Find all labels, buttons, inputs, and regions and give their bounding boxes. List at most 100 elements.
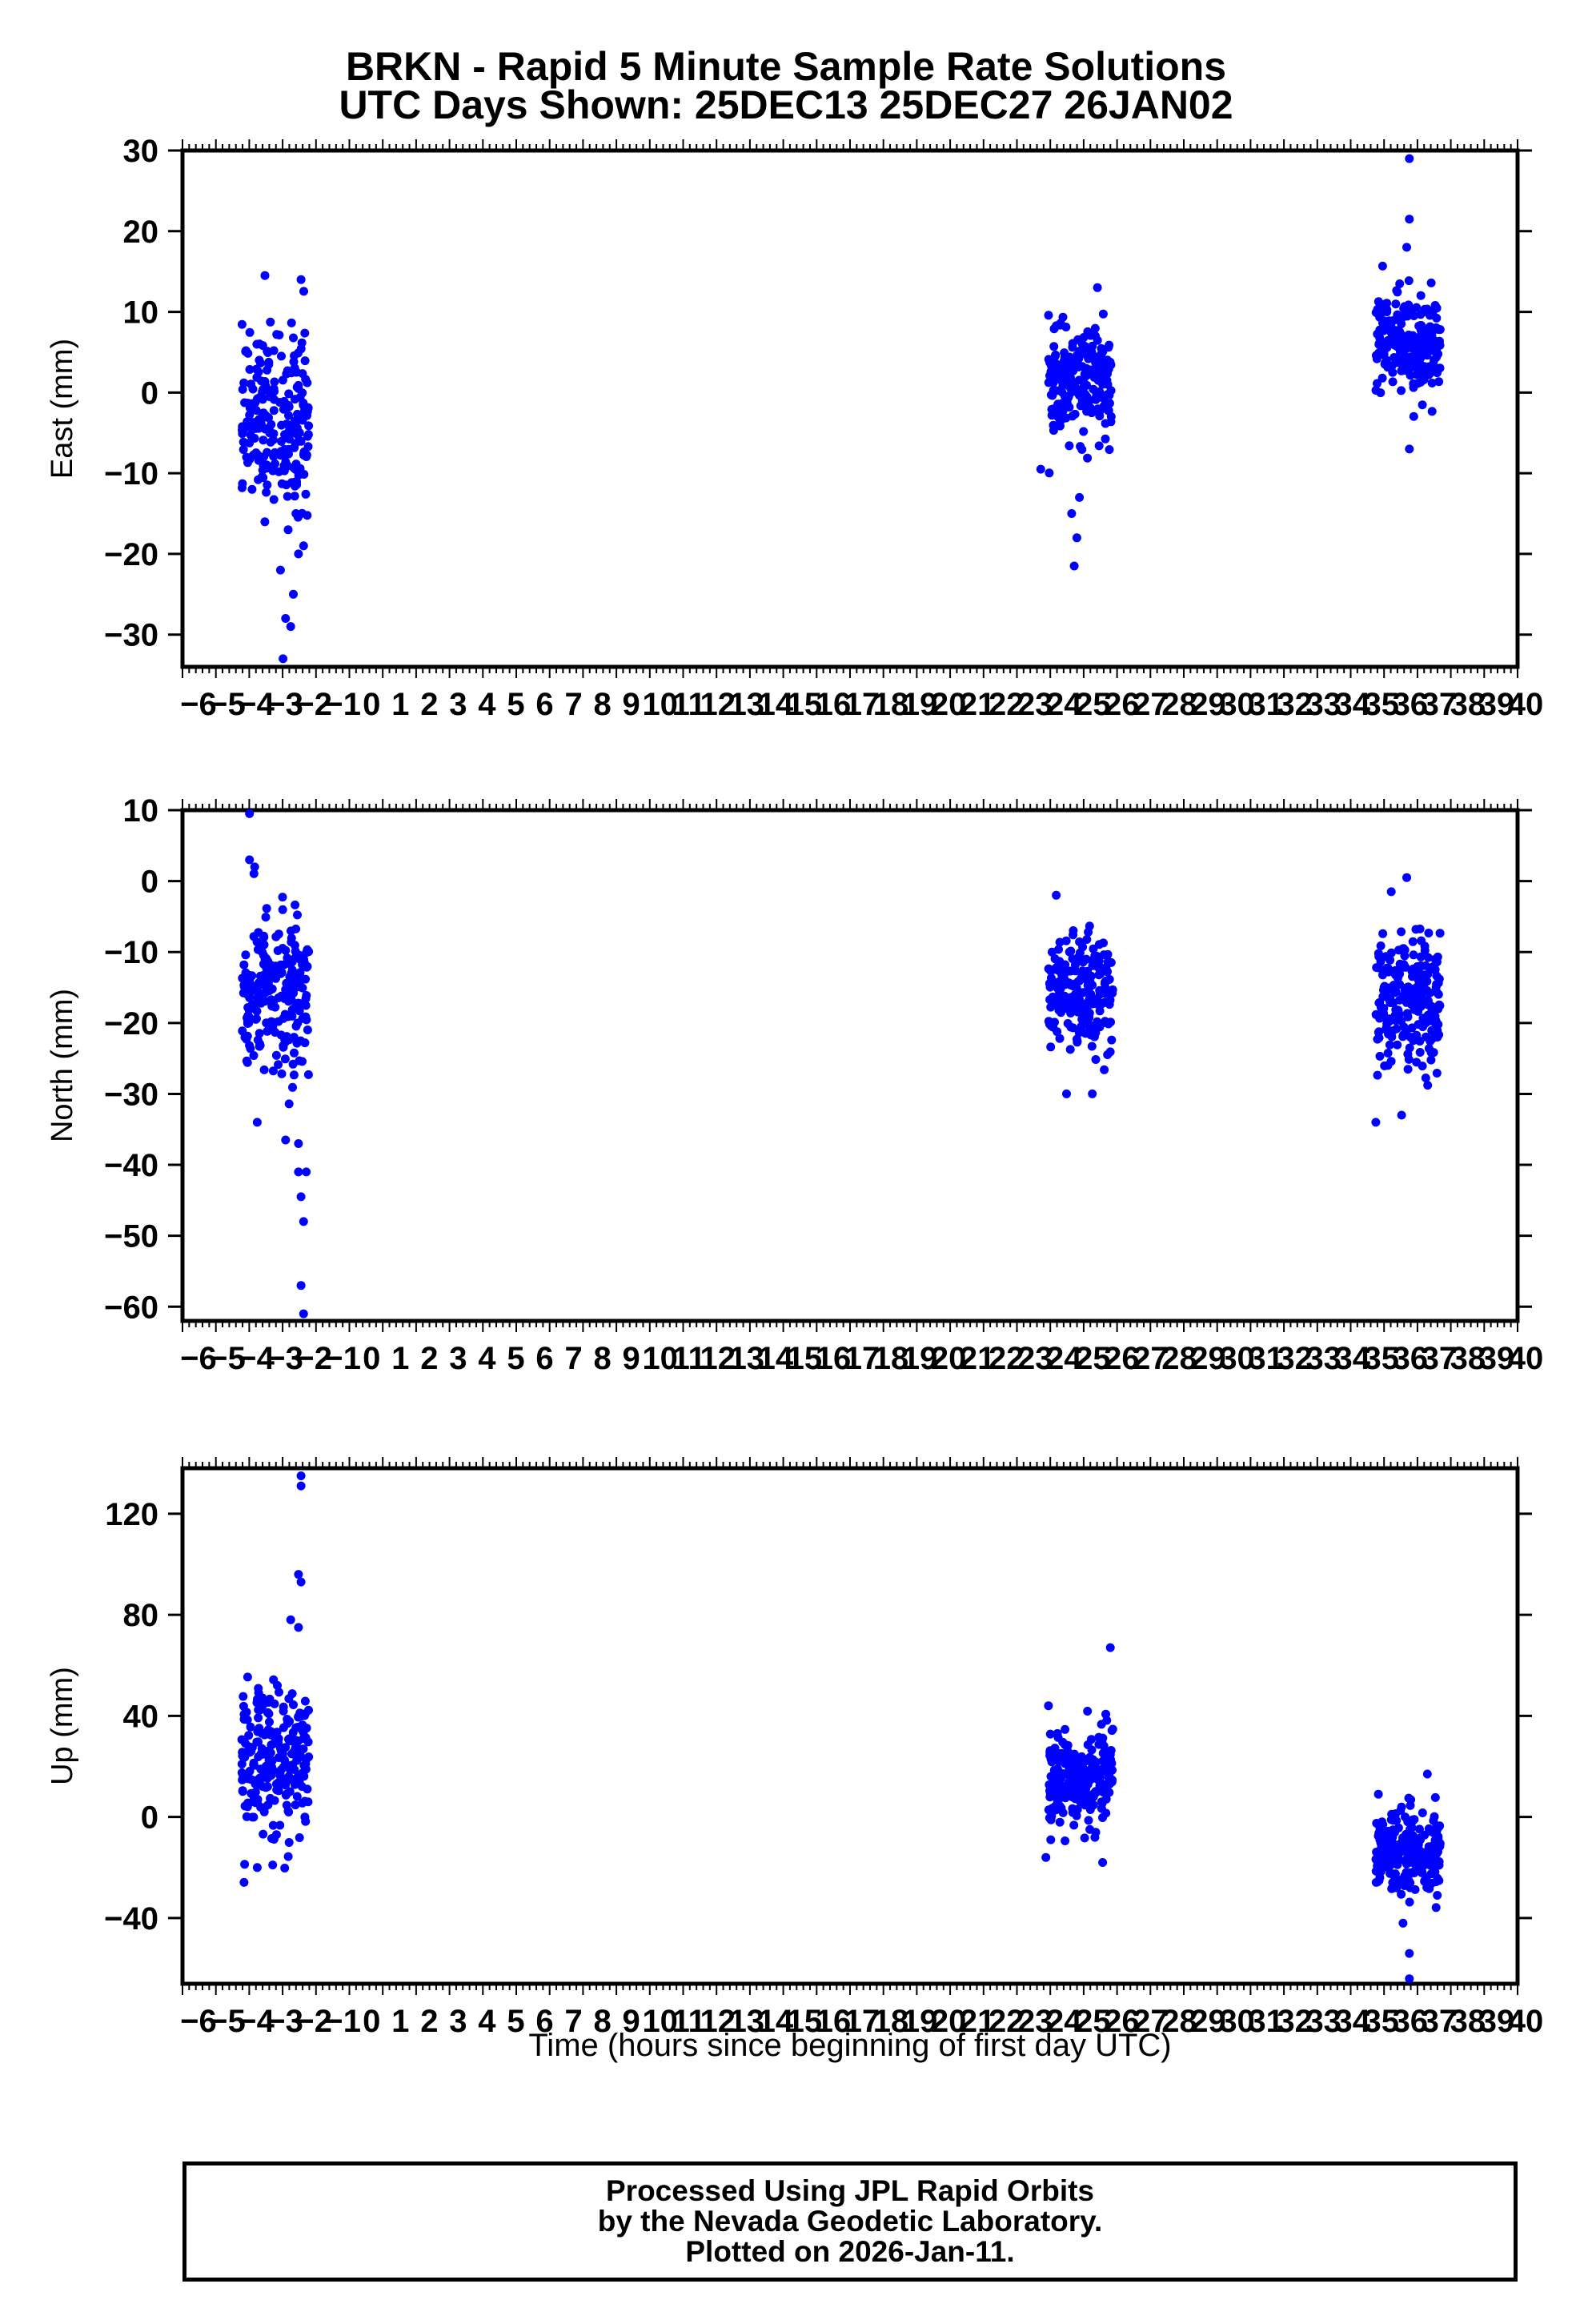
data-point — [1373, 1070, 1382, 1080]
x-tick-label: 19 — [902, 1341, 938, 1376]
data-point — [242, 1034, 251, 1044]
data-point — [1052, 1000, 1061, 1009]
data-point — [284, 1808, 294, 1816]
x-tick-label: 8 — [593, 687, 611, 722]
x-tick-label: −5 — [209, 2004, 246, 2039]
data-point-outlier — [279, 654, 288, 664]
data-point-outlier — [247, 484, 257, 494]
data-point — [1084, 1816, 1093, 1825]
data-point-outlier — [1373, 1789, 1383, 1799]
data-point — [1391, 1005, 1401, 1014]
data-point — [1057, 415, 1067, 424]
x-tick-label: 33 — [1305, 687, 1341, 722]
data-point — [1383, 1049, 1393, 1058]
data-point — [244, 1005, 254, 1014]
chart-title-line1: BRKN - Rapid 5 Minute Sample Rate Soluti… — [345, 44, 1227, 89]
x-tick-label: 34 — [1334, 687, 1370, 722]
data-point — [281, 1780, 290, 1790]
data-point — [1378, 319, 1387, 327]
data-point — [1401, 344, 1410, 354]
data-point — [265, 986, 274, 996]
data-point — [1378, 373, 1387, 383]
data-point — [1079, 427, 1089, 436]
x-tick-label: 32 — [1277, 687, 1313, 722]
data-point — [289, 1070, 299, 1080]
data-point — [267, 1834, 276, 1843]
data-point — [1423, 953, 1433, 962]
data-point — [293, 910, 302, 920]
x-tick-label: −6 — [180, 687, 217, 722]
x-tick-label: 28 — [1161, 2004, 1197, 2039]
data-point — [257, 472, 267, 482]
data-point — [1045, 1729, 1055, 1739]
data-point — [249, 1051, 259, 1060]
data-point — [263, 347, 272, 356]
data-point — [1065, 1045, 1075, 1054]
x-tick-label: 38 — [1450, 1341, 1486, 1376]
footer-line-1: Processed Using JPL Rapid Orbits — [606, 2174, 1094, 2207]
data-point — [1097, 1798, 1107, 1808]
data-point — [1083, 1013, 1092, 1022]
x-tick-label: 40 — [1508, 1341, 1544, 1376]
x-tick-label: 3 — [449, 687, 467, 722]
data-point — [1045, 979, 1054, 988]
y-tick-label: 120 — [105, 1497, 158, 1532]
data-point-outlier — [294, 549, 303, 559]
x-tick-label: 25 — [1075, 687, 1111, 722]
data-point-outlier — [250, 862, 259, 872]
x-tick-label: 18 — [873, 687, 909, 722]
data-point — [292, 1792, 302, 1801]
y-tick-label: −50 — [104, 1219, 158, 1254]
data-point — [1409, 950, 1418, 960]
data-point — [1105, 391, 1114, 400]
data-point — [259, 435, 268, 445]
data-point — [1413, 1855, 1422, 1864]
data-point — [241, 346, 251, 355]
data-point — [1082, 935, 1092, 944]
data-point — [1083, 966, 1093, 976]
data-point — [1384, 1826, 1394, 1836]
data-point — [277, 351, 286, 361]
data-point — [265, 392, 275, 402]
data-point — [299, 449, 308, 459]
data-point — [1057, 981, 1066, 989]
data-point-outlier — [283, 525, 293, 535]
data-point — [1372, 963, 1382, 973]
x-tick-label: 3 — [449, 1341, 467, 1376]
data-point — [1100, 402, 1109, 411]
x-tick-label: 9 — [623, 687, 640, 722]
y-tick-label: −60 — [104, 1290, 158, 1325]
data-point — [266, 1765, 275, 1774]
x-tick-label: 11 — [672, 1341, 706, 1376]
x-tick-label: 22 — [989, 687, 1025, 722]
x-tick-label: 30 — [1219, 1341, 1255, 1376]
data-point — [303, 961, 312, 971]
data-point — [1434, 1000, 1444, 1009]
data-point — [1066, 1783, 1076, 1792]
data-point — [303, 1070, 313, 1079]
data-point — [303, 1026, 312, 1034]
data-point — [1095, 1773, 1105, 1782]
x-tick-label: 36 — [1393, 687, 1429, 722]
data-point — [263, 1708, 272, 1717]
x-tick-label: 13 — [729, 687, 765, 722]
data-point — [267, 419, 276, 429]
data-point — [1375, 1013, 1385, 1023]
data-point — [1065, 947, 1074, 957]
data-point — [1434, 1837, 1443, 1847]
data-point — [1045, 355, 1054, 365]
data-point — [263, 1773, 272, 1783]
data-point — [1105, 1047, 1115, 1057]
data-point — [1093, 335, 1102, 345]
data-point-outlier — [1405, 1949, 1414, 1958]
data-point — [1382, 299, 1392, 308]
data-point — [295, 1056, 304, 1066]
data-point-outlier — [299, 541, 308, 551]
x-tick-label: 32 — [1277, 2004, 1313, 2039]
data-point — [239, 378, 249, 387]
y-tick-label: 80 — [123, 1598, 159, 1633]
data-point — [1371, 386, 1381, 395]
data-point — [1395, 995, 1405, 1005]
data-point-outlier — [294, 1167, 303, 1177]
data-point — [245, 411, 255, 419]
